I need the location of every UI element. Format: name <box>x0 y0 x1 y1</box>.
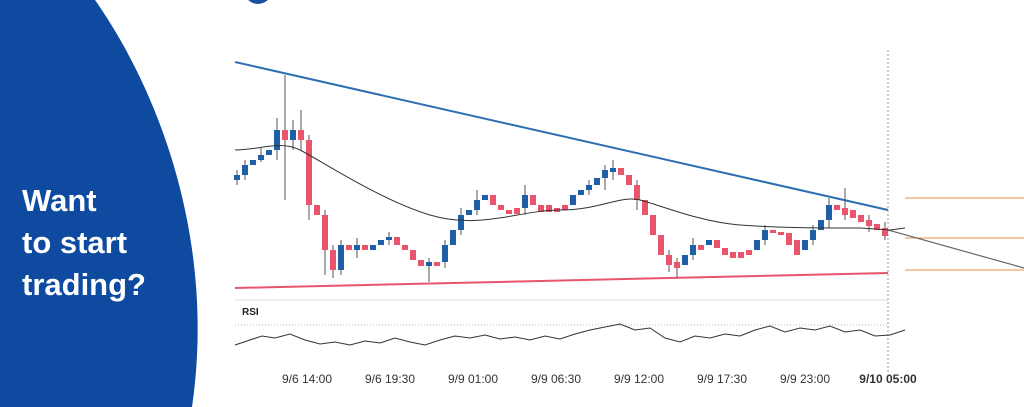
x-tick-label: 9/6 19:30 <box>365 372 415 386</box>
headline: trading? <box>22 267 146 302</box>
promo-panel <box>0 0 198 407</box>
x-axis: 9/6 14:00 9/6 19:30 9/9 01:00 9/9 06:30 9/9 … <box>282 372 917 386</box>
x-tick-label: 9/9 12:00 <box>614 372 664 386</box>
rsi-line <box>234 323 906 346</box>
trend-line <box>234 61 889 211</box>
indicator-label: RSI <box>242 307 259 318</box>
x-tick-label: 9/6 14:00 <box>282 372 332 386</box>
x-tick-label: 9/9 23:00 <box>780 372 830 386</box>
x-tick-label: 9/10 05:00 <box>859 372 917 386</box>
levels <box>905 197 1024 271</box>
moving-average <box>234 145 906 231</box>
up-candles <box>234 130 832 270</box>
x-tick-label: 9/9 17:30 <box>697 372 747 386</box>
x-tick-label: 9/9 01:00 <box>448 372 498 386</box>
headline: to start <box>22 225 127 260</box>
x-tick-label: 9/9 06:30 <box>531 372 581 386</box>
chart: RSI 9/6 14:00 9/6 19:30 9/9 01:00 9/9 06:30… <box>234 50 1024 386</box>
logo <box>248 0 268 4</box>
support-line <box>234 272 889 289</box>
headline: Want <box>22 183 97 218</box>
projection-line <box>887 229 1024 269</box>
